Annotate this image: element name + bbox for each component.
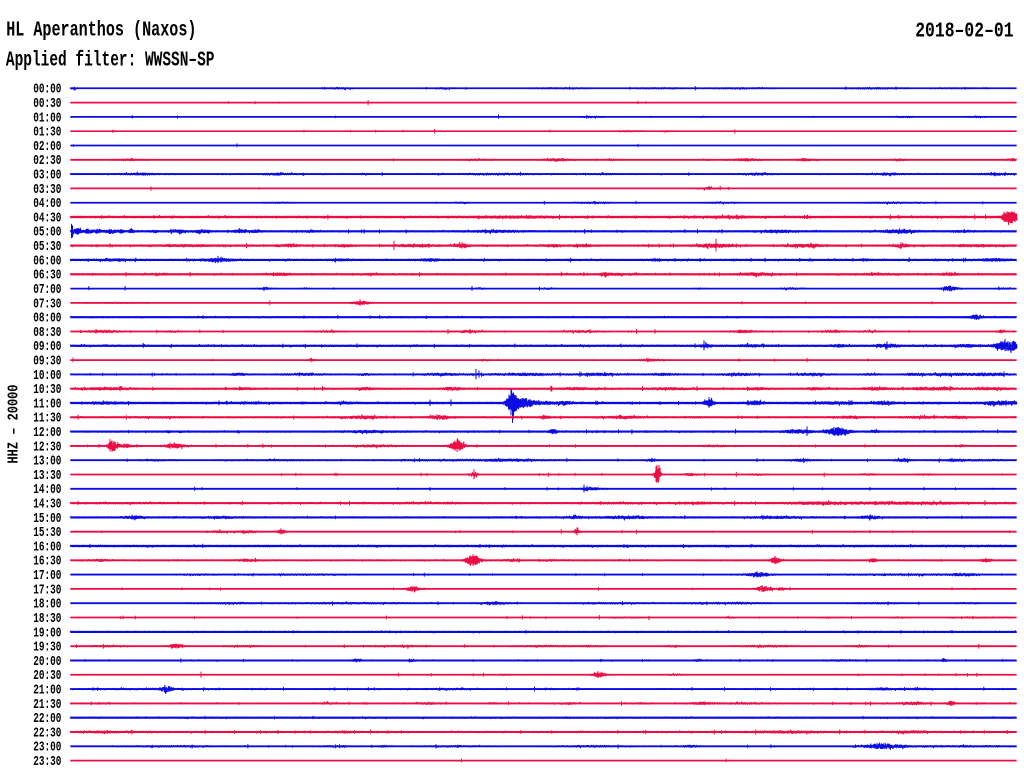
svg-text:08:00: 08:00 — [33, 311, 61, 327]
svg-text:16:00: 16:00 — [33, 539, 61, 555]
svg-text:14:30: 14:30 — [33, 497, 61, 513]
svg-text:08:30: 08:30 — [33, 325, 61, 341]
svg-text:04:00: 04:00 — [33, 196, 61, 212]
svg-text:10:00: 10:00 — [33, 368, 61, 384]
svg-text:03:00: 03:00 — [33, 168, 61, 184]
svg-text:05:00: 05:00 — [33, 225, 61, 241]
svg-text:2018–02–01: 2018–02–01 — [915, 21, 1013, 44]
svg-text:21:00: 21:00 — [33, 683, 61, 699]
svg-text:20:00: 20:00 — [33, 654, 61, 670]
svg-text:18:30: 18:30 — [33, 611, 61, 627]
svg-text:18:00: 18:00 — [33, 597, 61, 613]
svg-text:16:30: 16:30 — [33, 554, 61, 570]
svg-text:01:00: 01:00 — [33, 110, 61, 126]
svg-text:11:00: 11:00 — [33, 396, 61, 412]
svg-text:02:30: 02:30 — [33, 153, 61, 169]
svg-text:03:30: 03:30 — [33, 182, 61, 198]
svg-text:12:30: 12:30 — [33, 439, 61, 455]
svg-text:10:30: 10:30 — [33, 382, 61, 398]
svg-text:22:30: 22:30 — [33, 725, 61, 741]
svg-text:HL Aperanthos (Naxos): HL Aperanthos (Naxos) — [6, 20, 196, 43]
svg-text:09:00: 09:00 — [33, 339, 61, 355]
svg-text:14:00: 14:00 — [33, 482, 61, 498]
svg-text:15:30: 15:30 — [33, 525, 61, 541]
svg-text:17:00: 17:00 — [33, 568, 61, 584]
svg-text:17:30: 17:30 — [33, 582, 61, 598]
svg-text:09:30: 09:30 — [33, 354, 61, 370]
svg-text:11:30: 11:30 — [33, 411, 61, 427]
svg-text:13:00: 13:00 — [33, 454, 61, 470]
svg-text:15:00: 15:00 — [33, 511, 61, 527]
svg-text:04:30: 04:30 — [33, 210, 61, 226]
svg-text:00:00: 00:00 — [33, 82, 61, 98]
svg-text:02:00: 02:00 — [33, 139, 61, 155]
svg-text:22:00: 22:00 — [33, 711, 61, 727]
svg-text:20:30: 20:30 — [33, 668, 61, 684]
svg-text:00:30: 00:30 — [33, 96, 61, 112]
svg-text:HHZ – 20000: HHZ – 20000 — [6, 385, 23, 464]
svg-text:06:00: 06:00 — [33, 253, 61, 269]
svg-text:19:30: 19:30 — [33, 640, 61, 656]
svg-text:07:00: 07:00 — [33, 282, 61, 298]
svg-text:07:30: 07:30 — [33, 296, 61, 312]
svg-text:21:30: 21:30 — [33, 697, 61, 713]
svg-text:12:00: 12:00 — [33, 425, 61, 441]
svg-text:06:30: 06:30 — [33, 268, 61, 284]
svg-text:Applied filter: WWSSN–SP: Applied filter: WWSSN–SP — [6, 50, 215, 73]
svg-text:01:30: 01:30 — [33, 125, 61, 141]
svg-text:05:30: 05:30 — [33, 239, 61, 255]
svg-text:13:30: 13:30 — [33, 468, 61, 484]
svg-text:23:00: 23:00 — [33, 740, 61, 756]
svg-text:19:00: 19:00 — [33, 625, 61, 641]
svg-text:23:30: 23:30 — [33, 754, 61, 770]
